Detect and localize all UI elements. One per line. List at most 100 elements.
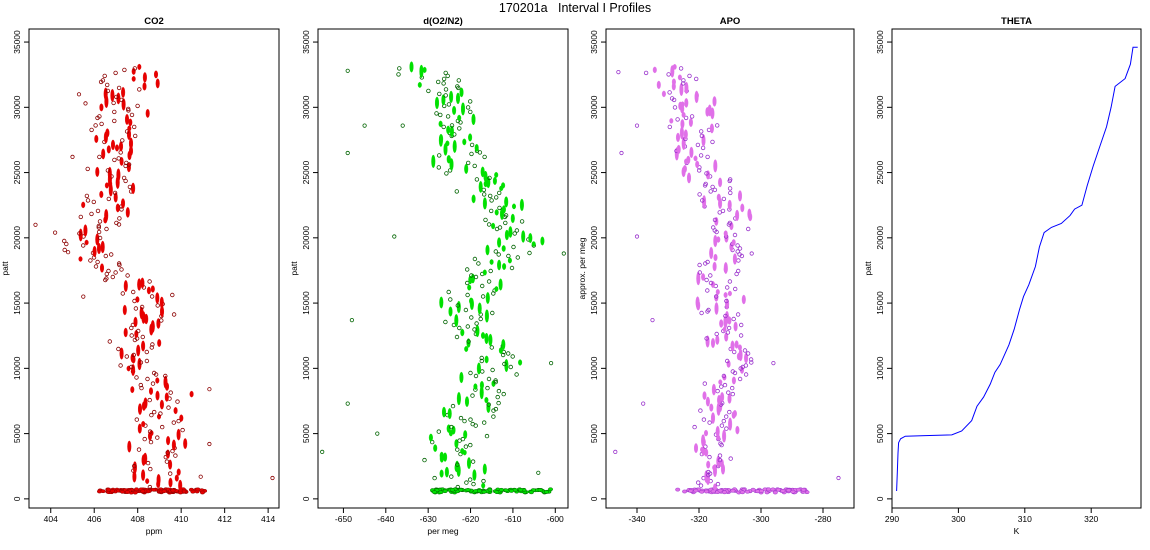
o2n2-data-point xyxy=(466,160,471,166)
o2n2-data-point xyxy=(433,444,438,452)
o2n2-data-point xyxy=(544,490,549,494)
co2-data-point xyxy=(137,63,142,70)
apo-data-point xyxy=(727,199,732,211)
co2-data-point xyxy=(140,489,146,494)
apo-data-point xyxy=(634,234,640,239)
o2n2-data-point xyxy=(503,213,509,218)
co2-data-point xyxy=(270,475,275,481)
o2n2-data-point xyxy=(460,328,465,337)
o2n2-data-point xyxy=(446,155,451,162)
co2-data-points xyxy=(33,63,275,495)
apo-data-point xyxy=(695,160,700,169)
co2-data-point xyxy=(130,353,135,363)
co2-data-point xyxy=(139,385,144,391)
co2-data-point xyxy=(97,114,102,119)
apo-data-point xyxy=(700,446,705,453)
o2n2-data-point xyxy=(462,138,467,146)
apo-data-point xyxy=(715,481,721,487)
co2-data-point xyxy=(106,196,111,202)
apo-data-point xyxy=(719,319,724,328)
apo-data-point xyxy=(801,487,806,492)
apo-data-point xyxy=(687,172,692,184)
apo-data-point xyxy=(836,475,841,481)
co2-data-point xyxy=(94,134,99,143)
o2n2-data-point xyxy=(507,257,512,264)
o2n2-data-point xyxy=(480,283,485,289)
apo-data-point xyxy=(697,168,702,173)
o2n2-data-point xyxy=(469,151,474,157)
co2-data-point xyxy=(107,339,112,344)
co2-data-point xyxy=(133,306,139,311)
o2n2-data-point xyxy=(470,393,475,398)
apo-data-points xyxy=(613,64,841,495)
o2n2-data-point xyxy=(454,334,460,340)
o2n2-data-point xyxy=(441,124,446,130)
o2n2-data-point xyxy=(476,261,481,266)
o2n2-data-point xyxy=(514,228,520,233)
apo-data-point xyxy=(712,464,717,471)
apo-data-point xyxy=(697,262,702,268)
apo-data-point xyxy=(731,239,736,246)
co2-data-point xyxy=(135,103,140,109)
o2n2-data-point xyxy=(484,332,489,345)
apo-data-point xyxy=(722,382,728,388)
o2n2-data-point xyxy=(512,203,517,210)
theta-x-tick-label: 290 xyxy=(885,514,899,524)
o2n2-data-point xyxy=(449,90,454,104)
o2n2-data-point xyxy=(488,268,493,274)
o2n2-data-point xyxy=(478,180,483,193)
o2n2-data-point xyxy=(439,134,444,144)
apo-data-point xyxy=(714,331,719,337)
co2-data-point xyxy=(147,484,153,490)
apo-data-point xyxy=(727,279,733,284)
theta-plot-frame xyxy=(891,28,1142,509)
o2n2-data-point xyxy=(498,347,503,354)
co2-data-point xyxy=(100,240,105,254)
co2-data-point xyxy=(163,375,168,389)
co2-data-point xyxy=(147,279,152,284)
o2n2-data-point xyxy=(450,403,456,409)
apo-data-point xyxy=(666,72,671,77)
apo-data-point xyxy=(711,383,716,396)
theta-y-tick-label: 5000 xyxy=(875,424,885,443)
apo-data-point xyxy=(746,226,751,232)
apo-data-point xyxy=(699,129,704,134)
apo-data-point xyxy=(709,403,714,412)
co2-data-point xyxy=(131,463,137,469)
co2-data-point xyxy=(170,292,175,298)
o2n2-data-point xyxy=(485,385,490,391)
apo-data-point xyxy=(717,488,723,493)
apo-x-tick-label: -300 xyxy=(752,514,769,524)
co2-data-point xyxy=(110,274,115,280)
o2n2-data-point xyxy=(409,61,414,73)
o2n2-data-point xyxy=(519,219,525,224)
co2-data-point xyxy=(155,377,160,384)
co2-data-point xyxy=(171,420,176,425)
o2n2-data-point xyxy=(460,448,465,455)
o2n2-data-point xyxy=(438,112,443,118)
co2-data-point xyxy=(131,182,136,195)
apo-data-point xyxy=(736,268,741,274)
o2n2-data-point xyxy=(455,484,460,490)
co2-data-point xyxy=(92,245,97,258)
o2n2-data-point xyxy=(455,447,460,452)
o2n2-data-point xyxy=(487,175,492,181)
apo-data-point xyxy=(735,312,741,317)
co2-data-point xyxy=(110,89,115,102)
o2n2-data-point xyxy=(457,126,462,131)
co2-data-point xyxy=(149,345,154,350)
co2-data-point xyxy=(138,360,144,365)
theta-x-axis-label: K xyxy=(1014,526,1020,536)
apo-data-point xyxy=(737,344,742,351)
o2n2-data-point xyxy=(445,114,451,119)
apo-data-point xyxy=(711,225,716,230)
o2n2-data-point xyxy=(494,286,499,292)
co2-data-point xyxy=(151,487,157,492)
co2-data-point xyxy=(142,72,147,83)
o2n2-data-point xyxy=(349,317,354,323)
co2-data-point xyxy=(93,264,99,269)
co2-data-point xyxy=(150,381,156,386)
o2n2-data-point xyxy=(443,452,448,462)
co2-data-point xyxy=(129,364,134,370)
apo-data-point xyxy=(678,66,684,71)
